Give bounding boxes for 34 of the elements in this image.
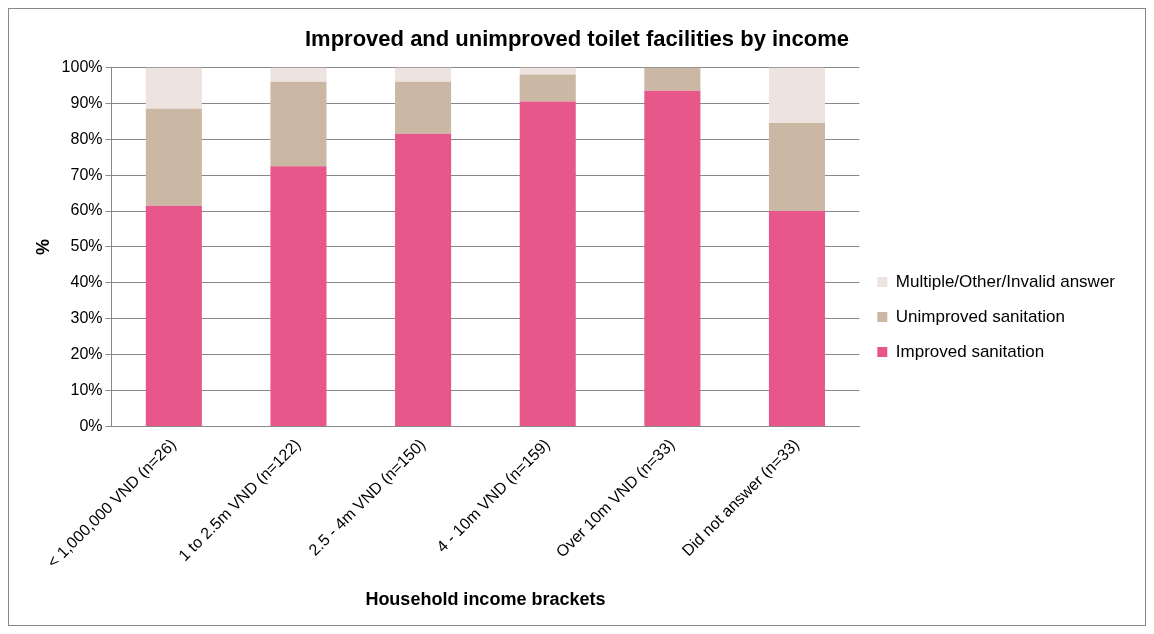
chart-title: Improved and unimproved toilet facilities by income xyxy=(305,26,849,52)
bar xyxy=(644,90,701,427)
bar xyxy=(768,67,826,124)
bar xyxy=(768,123,826,212)
bar xyxy=(644,67,701,91)
bar xyxy=(145,108,202,206)
bar xyxy=(768,211,826,427)
bar xyxy=(145,67,202,109)
bar xyxy=(270,166,327,427)
y-tick-label: 20% xyxy=(70,345,103,363)
y-tick-label: 100% xyxy=(61,57,103,75)
bar xyxy=(395,133,452,427)
y-tick-label: 80% xyxy=(70,129,103,147)
bar xyxy=(519,74,576,102)
y-tick-label: 0% xyxy=(79,416,103,434)
y-tick-label: 70% xyxy=(70,165,103,183)
y-axis-title: % xyxy=(32,238,53,255)
bar xyxy=(395,81,452,134)
y-tick-label: 50% xyxy=(70,237,103,255)
x-axis-title: Household income brackets xyxy=(365,589,606,610)
bar xyxy=(519,101,576,427)
bar xyxy=(519,67,576,75)
bar xyxy=(270,81,327,167)
y-tick-label: 40% xyxy=(70,273,103,291)
bar xyxy=(270,67,327,82)
bar xyxy=(395,67,452,82)
legend-label: Improved sanitation xyxy=(895,341,1045,361)
legend-label: Unimproved sanitation xyxy=(895,306,1065,326)
y-tick-label: 10% xyxy=(70,381,103,399)
y-tick-label: 90% xyxy=(70,93,103,111)
bar xyxy=(145,205,202,427)
y-tick-label: 30% xyxy=(70,309,103,327)
legend-label: Multiple/Other/Invalid answer xyxy=(895,271,1116,291)
y-tick-label: 60% xyxy=(70,201,103,219)
